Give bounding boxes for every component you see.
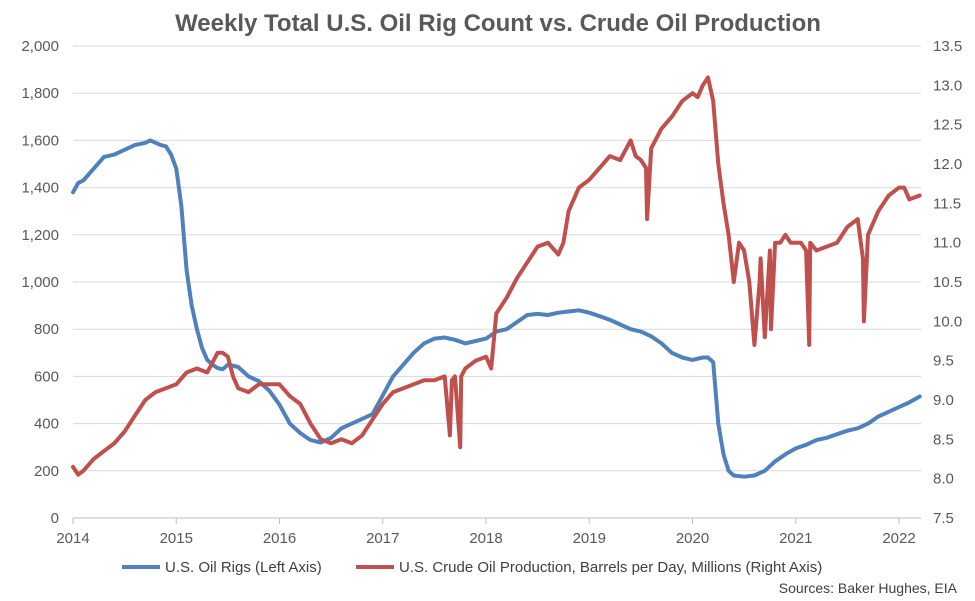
left-tick-label: 200	[34, 463, 59, 480]
left-tick-label: 1,600	[21, 132, 59, 149]
x-axis-ticks: 2014 2015 2016 2017 2018 2019 2020 2021 2022	[56, 518, 916, 547]
x-tick-label: 2021	[779, 530, 812, 547]
x-tick-label: 2014	[56, 530, 89, 547]
right-tick-label: 7.5	[933, 510, 954, 527]
x-tick-label: 2020	[676, 530, 709, 547]
right-tick-label: 12.5	[933, 117, 962, 134]
x-tick-label: 2017	[366, 530, 399, 547]
right-tick-label: 10.0	[933, 313, 962, 330]
legend-label-oil-rigs: U.S. Oil Rigs (Left Axis)	[165, 559, 322, 576]
right-tick-label: 12.0	[933, 156, 962, 173]
left-tick-label: 600	[34, 368, 59, 385]
left-tick-label: 0	[51, 510, 59, 527]
right-tick-label: 11.5	[933, 195, 961, 212]
grid-lines	[73, 45, 921, 472]
right-tick-label: 10.5	[933, 274, 962, 291]
legend: U.S. Oil Rigs (Left Axis) U.S. Crude Oil…	[122, 559, 822, 576]
right-tick-label: 9.0	[933, 392, 954, 409]
right-tick-label: 8.0	[933, 471, 954, 488]
chart-title: Weekly Total U.S. Oil Rig Count vs. Crud…	[175, 10, 821, 37]
series-layer	[71, 75, 922, 479]
left-tick-label: 1,400	[21, 180, 59, 197]
left-tick-label: 1,000	[21, 274, 59, 291]
right-tick-label: 13.5	[933, 38, 962, 55]
x-tick-label: 2022	[882, 530, 915, 547]
right-tick-label: 8.5	[933, 431, 954, 448]
left-tick-label: 400	[34, 416, 59, 433]
left-tick-label: 1,800	[21, 85, 59, 102]
left-tick-label: 800	[34, 321, 59, 338]
right-tick-label: 11.0	[933, 235, 961, 252]
right-tick-label: 9.5	[933, 353, 954, 370]
right-tick-label: 13.0	[933, 77, 962, 94]
x-tick-label: 2018	[469, 530, 502, 547]
legend-label-crude-production: U.S. Crude Oil Production, Barrels per D…	[399, 559, 822, 576]
source-note: Sources: Baker Hughes, EIA	[779, 580, 958, 596]
left-tick-label: 1,200	[21, 227, 59, 244]
series-line-oil-rigs	[71, 138, 922, 479]
x-tick-label: 2016	[263, 530, 296, 547]
left-tick-label: 2,000	[21, 38, 59, 55]
x-tick-label: 2015	[160, 530, 193, 547]
x-tick-label: 2019	[573, 530, 606, 547]
left-axis-ticks: 0 200 400 600 800 1,000 1,200 1,400 1,600 1,800 2,…	[21, 38, 59, 527]
right-axis-ticks: 7.5 8.0 8.5 9.0 9.5 10.0 10.5 11.0 11.5 12.0 12.5 1…	[933, 38, 962, 527]
series-line-crude-production	[71, 75, 922, 477]
